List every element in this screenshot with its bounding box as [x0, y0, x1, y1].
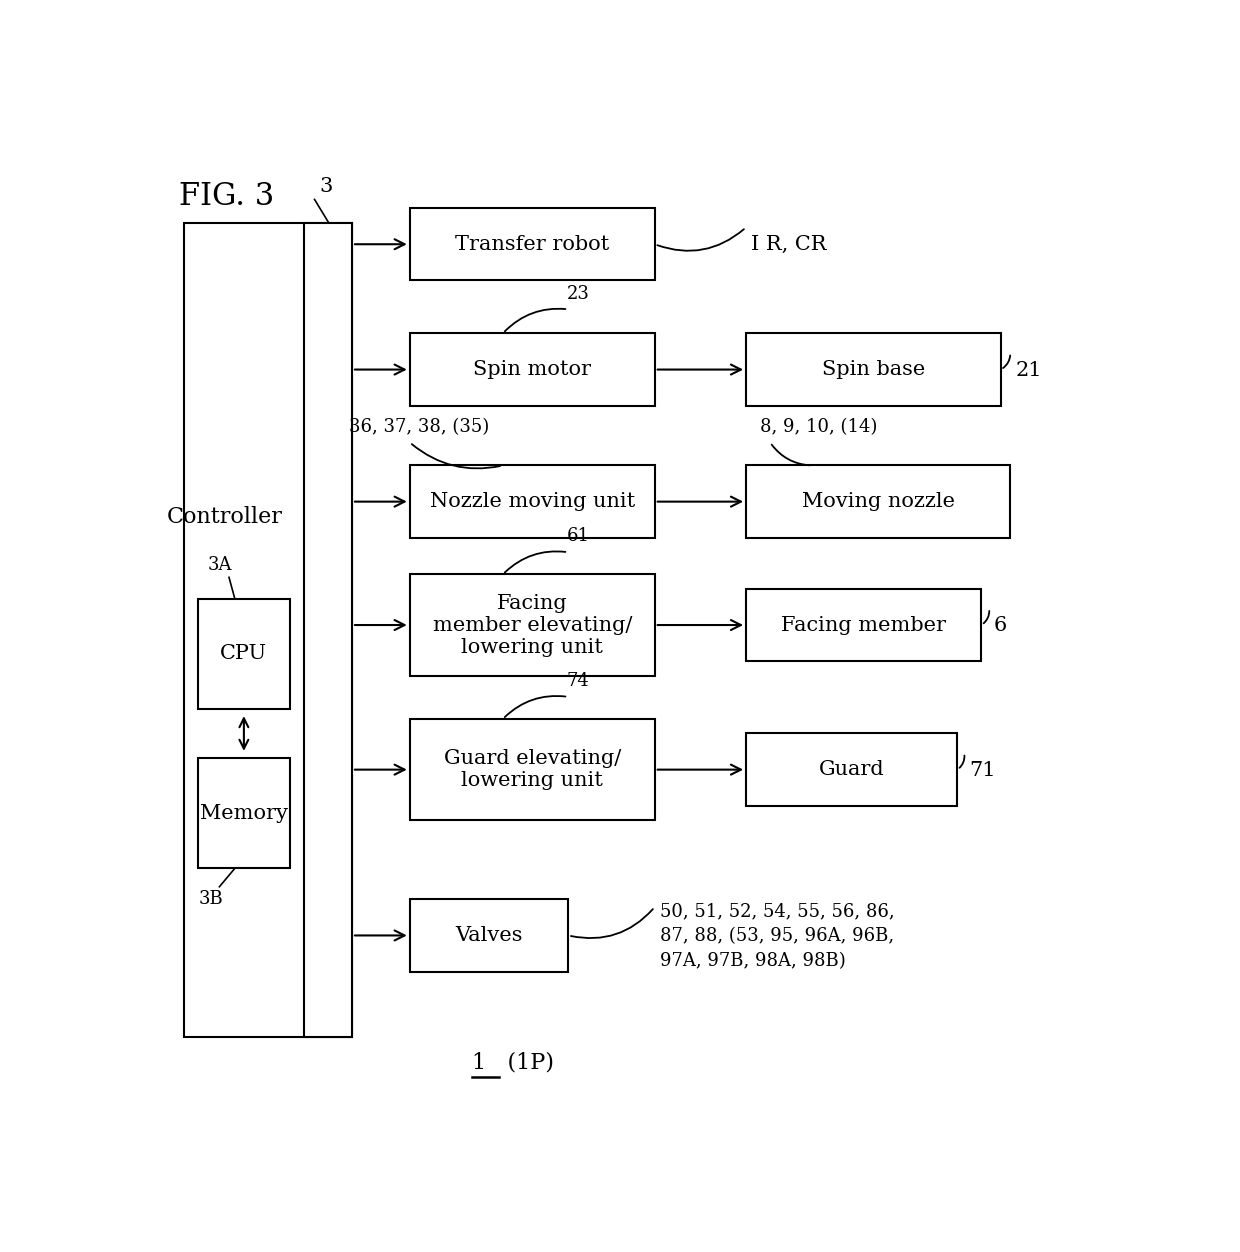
- Text: 3A: 3A: [208, 556, 232, 575]
- Text: 1   (1P): 1 (1P): [472, 1052, 554, 1074]
- Text: 61: 61: [567, 527, 589, 546]
- Text: Spin motor: Spin motor: [474, 361, 591, 379]
- Text: 74: 74: [567, 672, 589, 690]
- Text: Facing
member elevating/
lowering unit: Facing member elevating/ lowering unit: [433, 593, 632, 656]
- Bar: [184, 223, 352, 1037]
- Text: I R, CR: I R, CR: [751, 235, 826, 254]
- Text: 36, 37, 38, (35): 36, 37, 38, (35): [350, 418, 490, 436]
- Bar: [746, 734, 957, 806]
- Text: Moving nozzle: Moving nozzle: [801, 492, 955, 511]
- Text: Nozzle moving unit: Nozzle moving unit: [429, 492, 635, 511]
- Text: Controller: Controller: [166, 506, 283, 527]
- Text: Facing member: Facing member: [781, 616, 946, 635]
- Bar: [409, 466, 655, 538]
- Text: 8, 9, 10, (14): 8, 9, 10, (14): [760, 418, 878, 436]
- Text: Memory: Memory: [200, 804, 288, 823]
- Text: Valves: Valves: [455, 926, 523, 945]
- Text: Guard: Guard: [818, 760, 884, 779]
- Bar: [304, 223, 352, 1037]
- Bar: [409, 719, 655, 820]
- Text: 71: 71: [968, 761, 996, 780]
- Text: FIG. 3: FIG. 3: [179, 182, 274, 212]
- Bar: [746, 466, 1011, 538]
- Bar: [746, 333, 1001, 406]
- Text: 50, 51, 52, 54, 55, 56, 86,
87, 88, (53, 95, 96A, 96B,
97A, 97B, 98A, 98B): 50, 51, 52, 54, 55, 56, 86, 87, 88, (53,…: [660, 901, 894, 970]
- Bar: [198, 757, 290, 869]
- Bar: [746, 588, 982, 661]
- Text: CPU: CPU: [221, 645, 268, 664]
- Text: 23: 23: [567, 284, 589, 303]
- Text: Guard elevating/
lowering unit: Guard elevating/ lowering unit: [444, 749, 621, 790]
- Bar: [409, 575, 655, 676]
- Bar: [409, 899, 568, 972]
- Text: 3: 3: [320, 177, 332, 195]
- Bar: [409, 333, 655, 406]
- Text: 21: 21: [1016, 361, 1042, 379]
- Bar: [409, 208, 655, 280]
- Text: 3B: 3B: [198, 890, 223, 908]
- Text: Transfer robot: Transfer robot: [455, 234, 609, 254]
- Text: Spin base: Spin base: [822, 361, 925, 379]
- Bar: [198, 598, 290, 710]
- Text: 6: 6: [994, 616, 1007, 635]
